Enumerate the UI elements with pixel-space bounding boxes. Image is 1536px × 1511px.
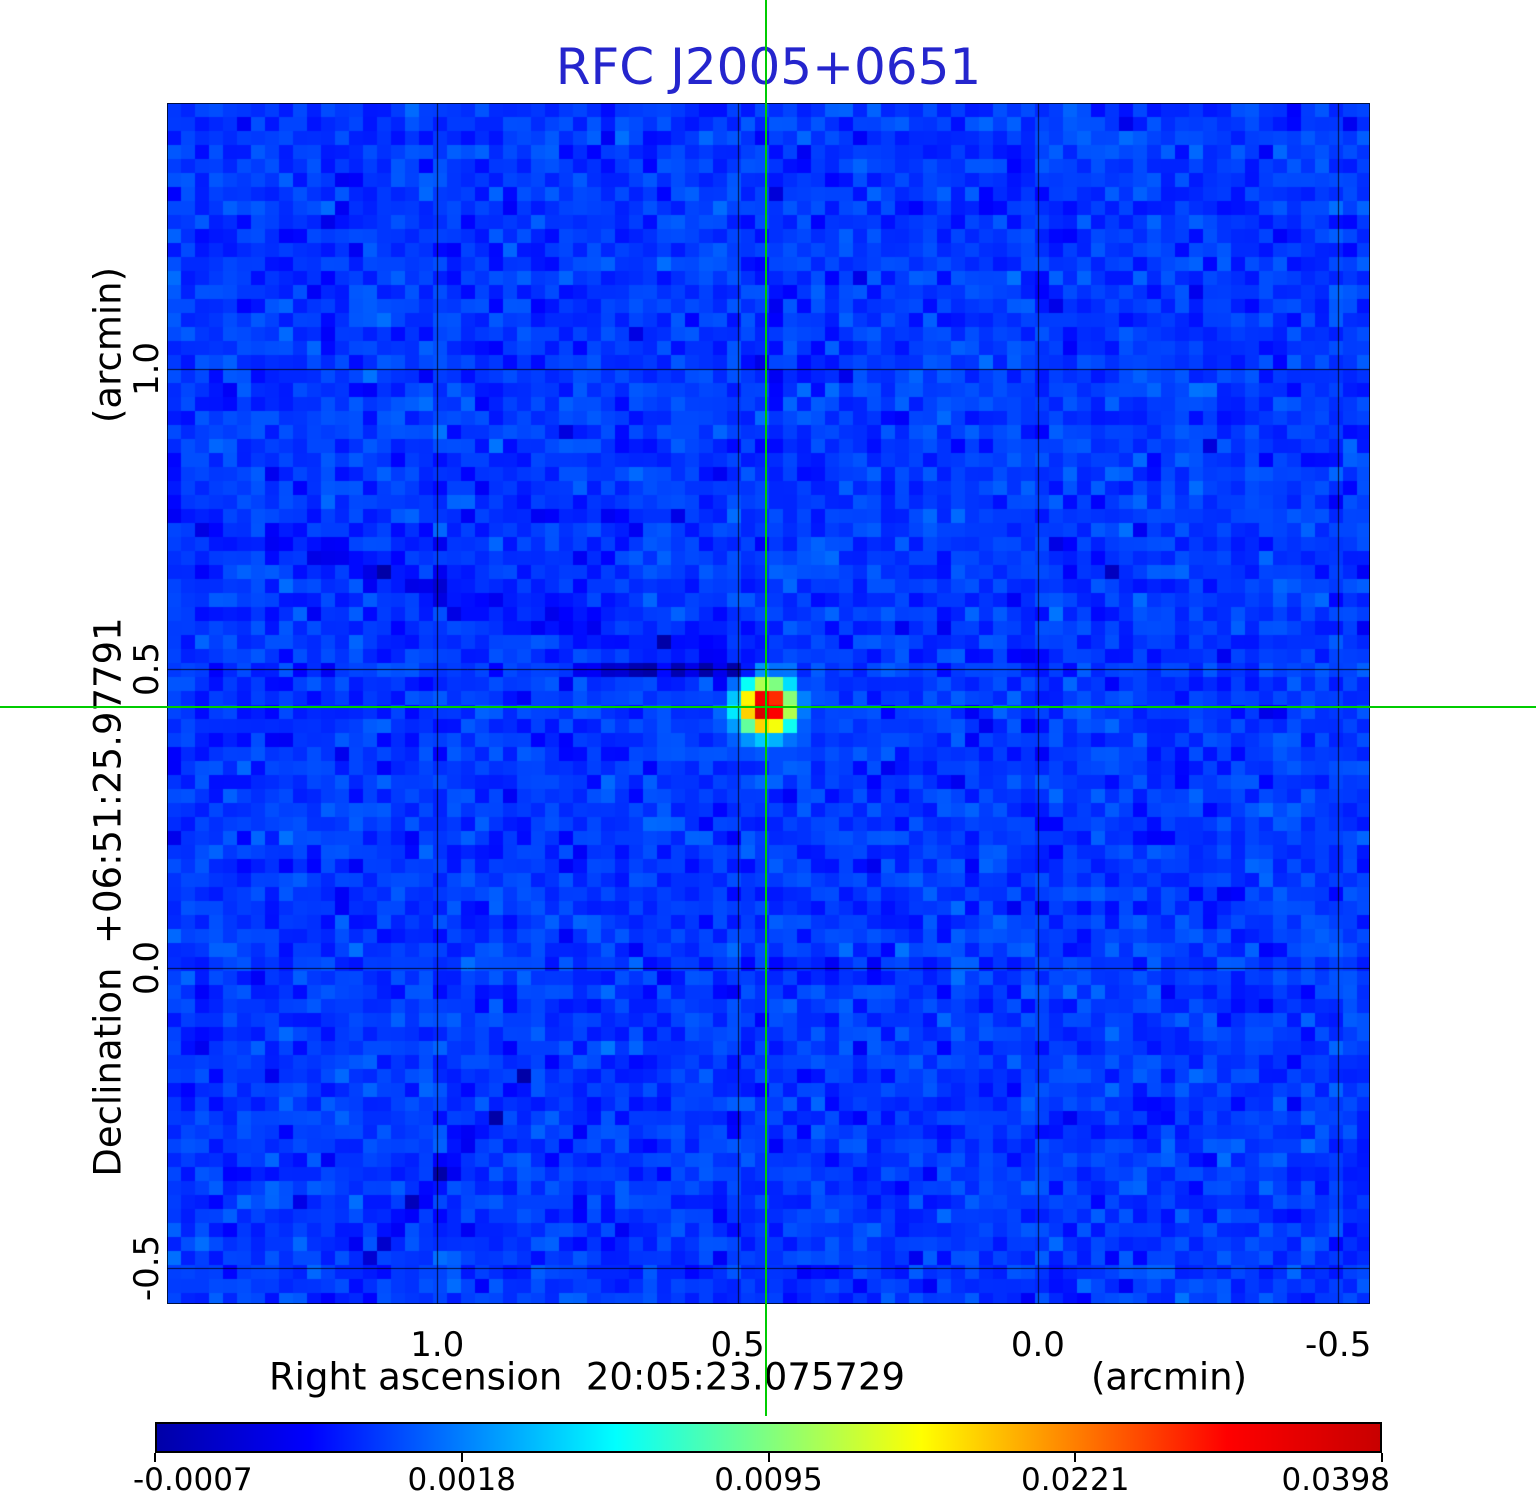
x-tick-label: 1.0 <box>410 1325 465 1365</box>
y-tick-label: 1.0 <box>127 342 167 397</box>
x-axis-unit-label: (arcmin) <box>1090 1355 1248 1399</box>
sky-map-canvas <box>167 103 1370 1304</box>
crosshair-vertical-line <box>765 0 767 1416</box>
colorbar-tick <box>1381 1453 1383 1462</box>
y-tick-label: 0.0 <box>127 941 167 996</box>
y-tick-label: -0.5 <box>127 1234 167 1302</box>
crosshair-horizontal-line <box>0 706 1536 708</box>
x-axis-title: Right ascension 20:05:23.075729 <box>268 1355 906 1399</box>
colorbar-tick-label: 0.0095 <box>714 1462 823 1498</box>
x-tick-label: -0.5 <box>1304 1325 1372 1365</box>
colorbar-tick-label: 0.0221 <box>1021 1462 1130 1498</box>
x-tick-label: 0.5 <box>710 1325 765 1365</box>
colorbar-tick-label: 0.0398 <box>1281 1462 1390 1498</box>
y-axis-title: Declination +06:51:25.97791 <box>86 617 130 1177</box>
x-tick-label: 0.0 <box>1010 1325 1065 1365</box>
colorbar-tick <box>767 1453 770 1462</box>
y-axis-unit-label: (arcmin) <box>86 266 130 424</box>
colorbar <box>155 1422 1382 1453</box>
y-tick-label: 0.5 <box>127 641 167 696</box>
colorbar-tick <box>460 1453 463 1462</box>
colorbar-tick <box>154 1453 156 1462</box>
plot-title: RFC J2005+0651 <box>555 38 982 96</box>
colorbar-tick-label: -0.0007 <box>133 1462 253 1498</box>
colorbar-tick-label: 0.0018 <box>407 1462 516 1498</box>
colorbar-tick <box>1074 1453 1077 1462</box>
